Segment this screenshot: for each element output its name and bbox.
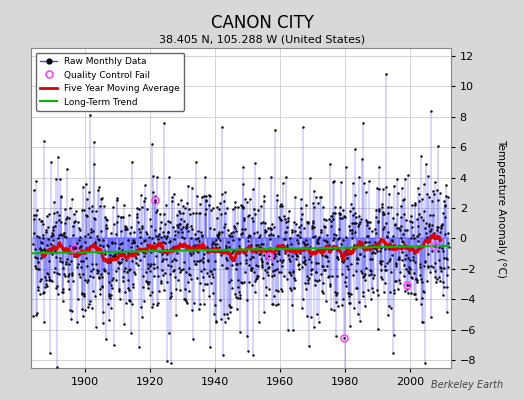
Text: 38.405 N, 105.288 W (United States): 38.405 N, 105.288 W (United States) [159,34,365,44]
Text: CANON CITY: CANON CITY [211,14,313,32]
Legend: Raw Monthly Data, Quality Control Fail, Five Year Moving Average, Long-Term Tren: Raw Monthly Data, Quality Control Fail, … [36,52,184,111]
Text: Berkeley Earth: Berkeley Earth [431,380,503,390]
Y-axis label: Temperature Anomaly (°C): Temperature Anomaly (°C) [496,138,506,278]
